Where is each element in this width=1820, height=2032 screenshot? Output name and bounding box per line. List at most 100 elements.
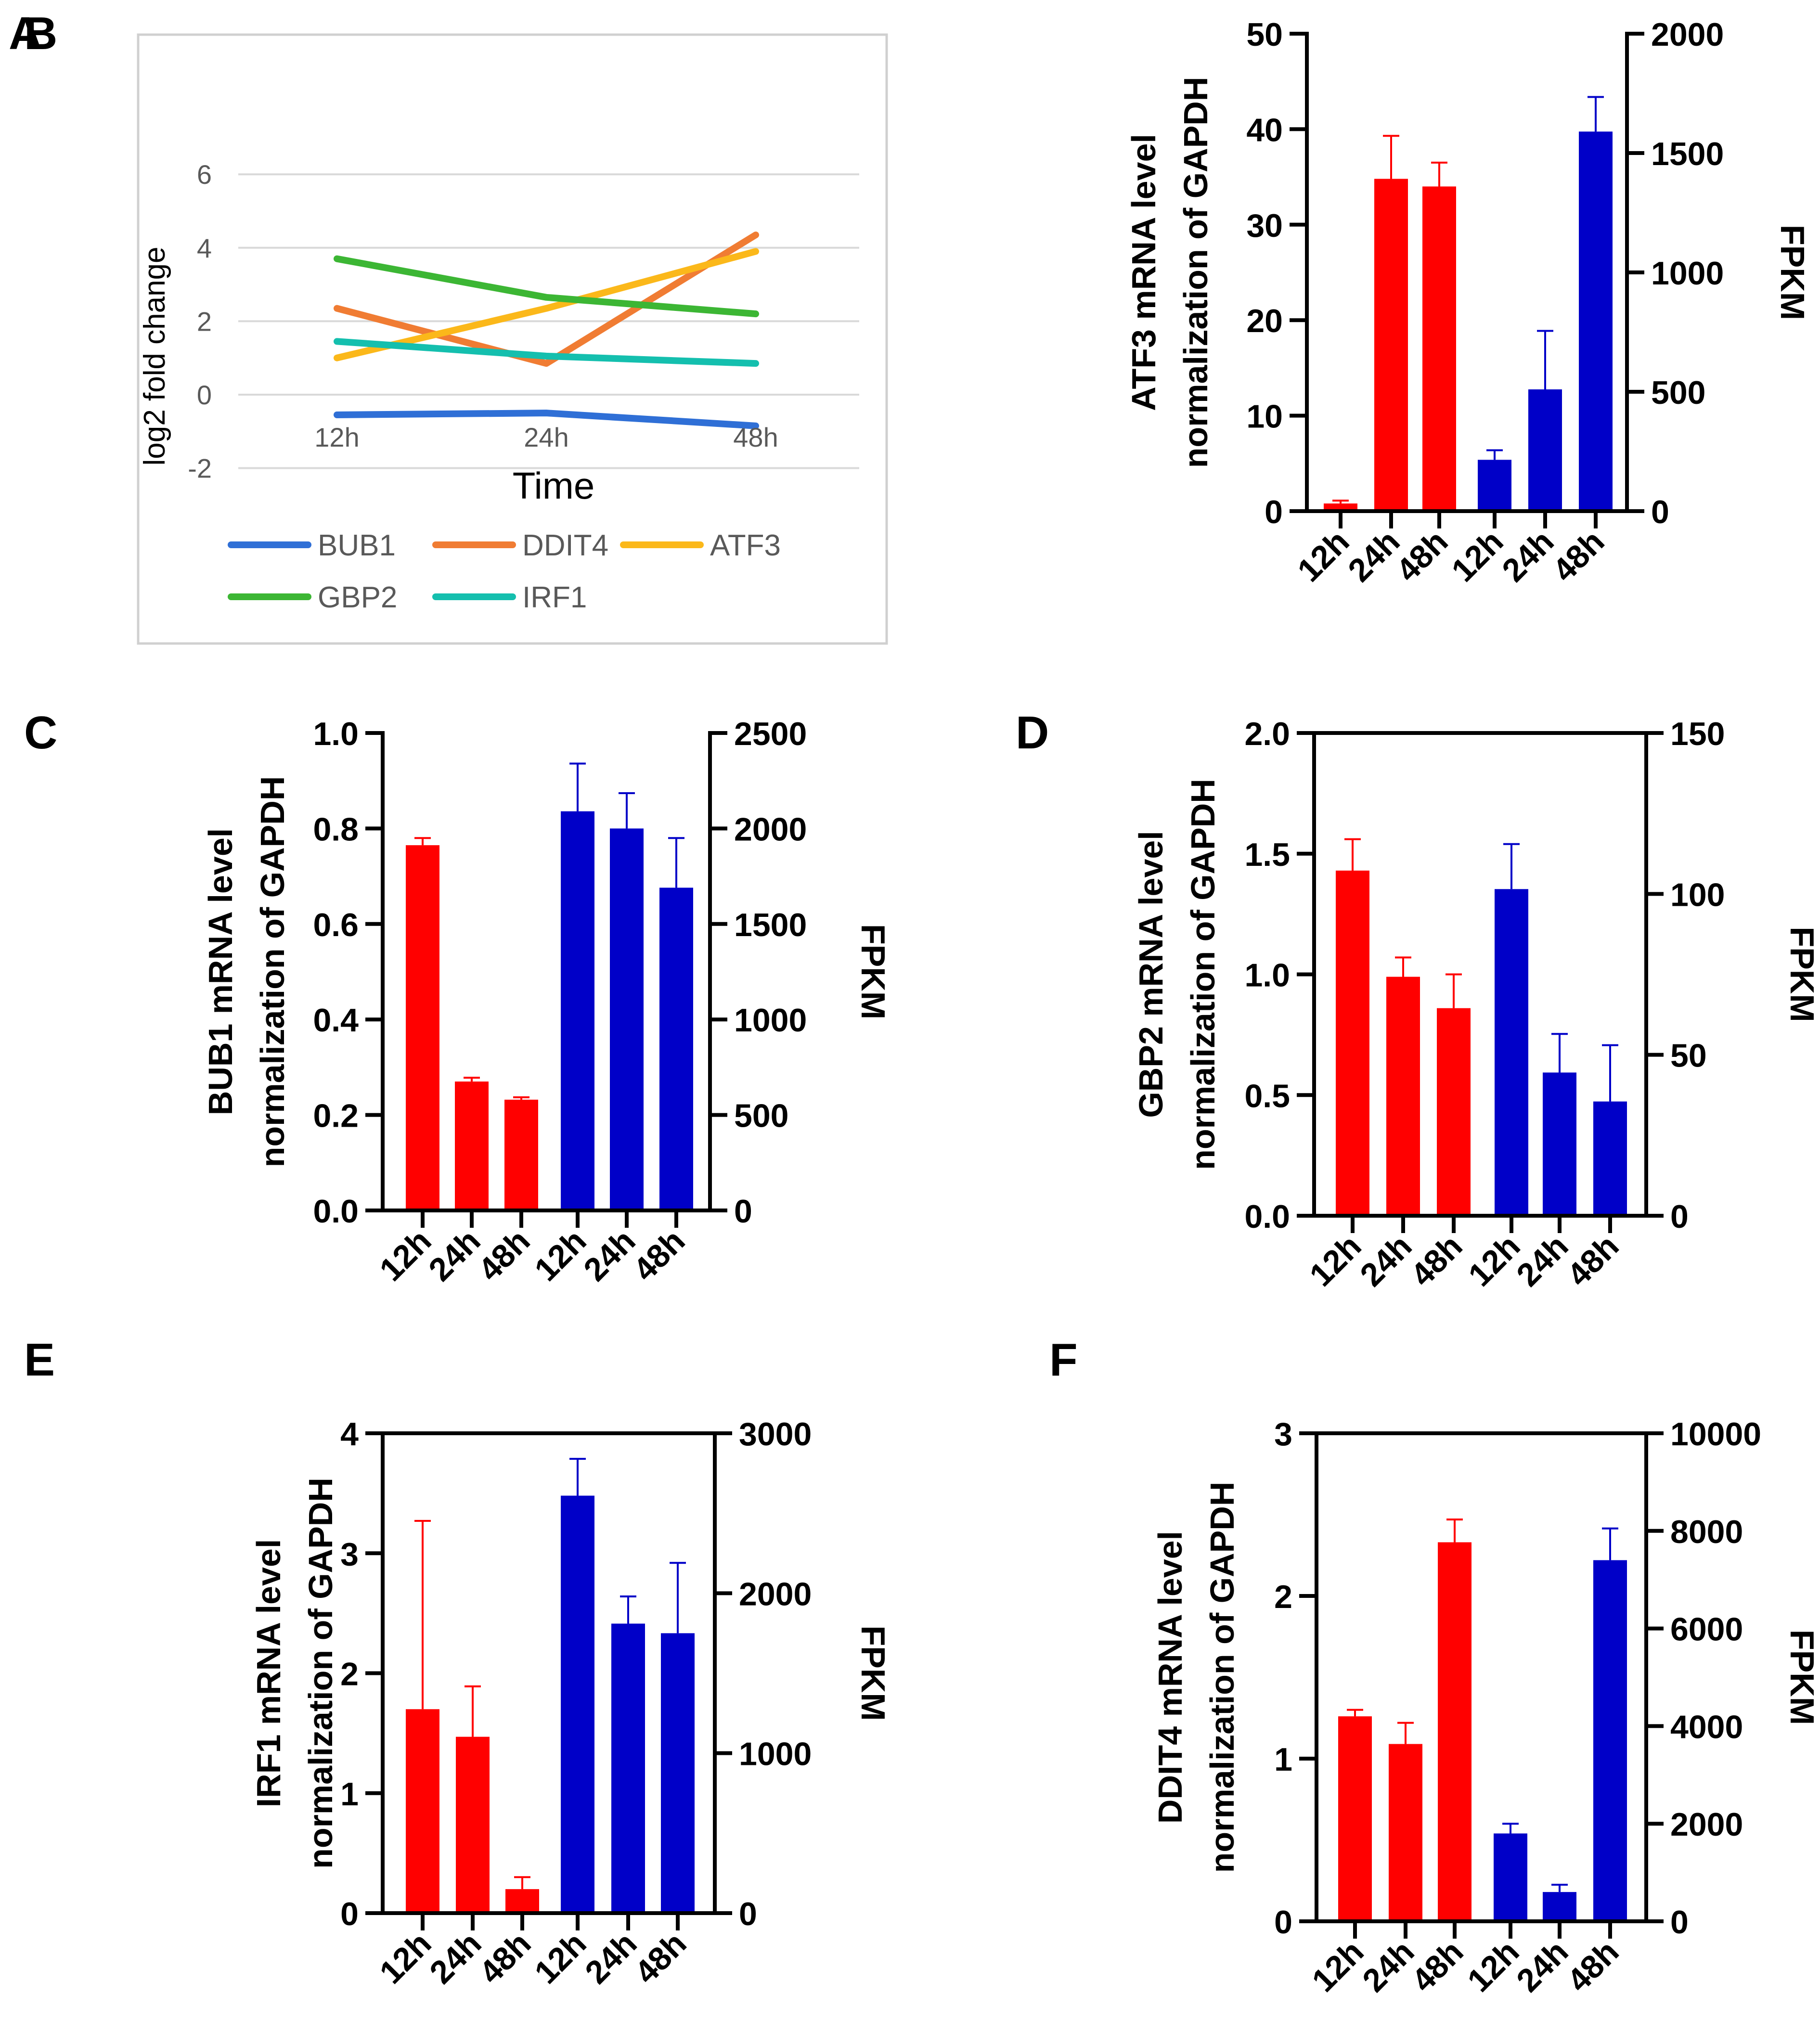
y-tick-label-right: 2000 — [1670, 1806, 1743, 1843]
legend-label-irf1: IRF1 — [522, 581, 587, 614]
y-axis-title-line2: normalization of GAPDH — [1177, 77, 1214, 468]
x-tick-label: 48h — [1389, 523, 1455, 589]
y-tick-label-right: 0 — [1651, 494, 1669, 530]
x-tick-label: 24h — [423, 1925, 489, 1991]
right-axis-title: FPKM — [1783, 926, 1820, 1022]
y-tick-label-right: 1000 — [739, 1736, 812, 1773]
legend-label-gbp2: GBP2 — [318, 581, 397, 614]
y-tick-label-left: 4 — [340, 1416, 359, 1453]
right-axis-title: FPKM — [854, 1625, 892, 1721]
panel-label-a: A — [9, 8, 42, 59]
y-tick-label-left: 40 — [1246, 112, 1283, 148]
y-axis-title-line1: IRF1 mRNA level — [250, 1539, 287, 1808]
bar — [1494, 1833, 1527, 1921]
y-tick-label-left: 0.0 — [313, 1193, 359, 1230]
right-axis-title: FPKM — [854, 924, 892, 1019]
y-tick-label-right: 2500 — [734, 716, 807, 752]
y-axis-title-line1: ATF3 mRNA level — [1125, 134, 1162, 411]
bar — [1593, 1101, 1627, 1216]
y-axis-title-line1: BUB1 mRNA level — [202, 828, 239, 1115]
legend-label-atf3: ATF3 — [710, 529, 781, 562]
y-tick-label-a: 6 — [197, 159, 212, 190]
bar — [406, 1709, 439, 1913]
panel-label-c: C — [24, 707, 57, 759]
panel-a: A 6 4 2 0 -2 12h 24h 48h Time log2 fold change BUB1… — [9, 8, 888, 645]
bar — [1593, 1560, 1627, 1921]
y-tick-label-left: 0 — [1265, 494, 1283, 530]
x-tick-label: 12h — [1291, 523, 1356, 589]
x-tick-label: 48h — [1405, 1933, 1471, 1999]
y-tick-label-right: 0 — [1670, 1198, 1689, 1235]
y-tick-label-left: 0.2 — [313, 1098, 359, 1134]
bar — [1528, 389, 1562, 511]
y-tick-label-right: 2000 — [734, 811, 807, 848]
y-axis-title-line1: DDIT4 mRNA level — [1151, 1531, 1189, 1824]
bar — [1437, 1008, 1471, 1216]
y-tick-label-left: 0.8 — [313, 811, 359, 848]
bar — [1495, 889, 1528, 1216]
y-tick-label-right: 500 — [734, 1098, 788, 1134]
y-tick-label-right: 3000 — [739, 1416, 812, 1453]
bar — [1374, 179, 1408, 511]
bar — [1478, 460, 1511, 511]
y-tick-label-left: 2 — [1274, 1579, 1292, 1615]
y-tick-label-right: 8000 — [1670, 1514, 1743, 1550]
x-tick-label: 12h — [373, 1925, 439, 1991]
y-tick-label-left: 1.0 — [1244, 957, 1290, 994]
series-line-irf1 — [334, 338, 759, 367]
bar — [406, 845, 439, 1210]
x-tick-label: 24h — [1495, 523, 1561, 589]
y-tick-label-left: 3 — [340, 1536, 359, 1572]
bar — [611, 1623, 645, 1913]
y-tick-label-right: 6000 — [1670, 1611, 1743, 1648]
bar — [1336, 870, 1369, 1216]
bar — [659, 887, 693, 1210]
x-tick-label: 48h — [1404, 1228, 1470, 1294]
y-tick-label-right: 100 — [1670, 876, 1725, 913]
y-tick-label-left: 3 — [1274, 1416, 1292, 1453]
y-tick-label-right: 500 — [1651, 374, 1705, 411]
panel-d: D0.00.51.01.52.005010015012h24h48h12h24h… — [1016, 707, 1820, 1293]
y-tick-label-right: 150 — [1670, 716, 1725, 752]
y-tick-label-right: 10000 — [1670, 1416, 1761, 1453]
x-tick-label-a: 12h — [314, 422, 359, 452]
y-tick-label-left: 2 — [340, 1656, 359, 1693]
x-tick-label: 12h — [1305, 1933, 1371, 1999]
legend-label-bub1: BUB1 — [318, 529, 396, 562]
y-tick-label-left: 20 — [1246, 303, 1283, 339]
y-tick-label-left: 1.5 — [1244, 836, 1290, 873]
x-tick-label-a: 48h — [733, 422, 778, 452]
x-tick-label-a: 24h — [524, 422, 568, 452]
y-axis-title-line2: normalization of GAPDH — [1203, 1482, 1241, 1873]
y-axis-title-line2: normalization of GAPDH — [302, 1478, 339, 1869]
y-tick-label-right: 2000 — [739, 1576, 812, 1612]
panel-label-d: D — [1016, 707, 1049, 759]
y-tick-label-left: 50 — [1246, 16, 1283, 53]
x-tick-label: 12h — [1445, 523, 1510, 589]
y-tick-label-right: 1500 — [1651, 136, 1724, 172]
y-tick-label-a: 4 — [197, 233, 212, 263]
bar — [1338, 1716, 1372, 1921]
y-tick-label-left: 1 — [340, 1776, 359, 1813]
y-tick-label-a: 0 — [197, 380, 212, 410]
y-tick-label-left: 0.0 — [1244, 1198, 1290, 1235]
y-axis-title-line2: normalization of GAPDH — [254, 776, 291, 1168]
y-tick-label-right: 1500 — [734, 907, 807, 943]
y-tick-label-right: 0 — [734, 1193, 752, 1230]
y-tick-label-right: 50 — [1670, 1038, 1707, 1074]
y-tick-label-left: 10 — [1246, 399, 1283, 435]
y-tick-label-left: 1.0 — [313, 716, 359, 752]
x-tick-label: 48h — [1560, 1933, 1626, 1999]
series-line-gbp2 — [334, 255, 759, 318]
y-tick-label-left: 0 — [340, 1896, 359, 1932]
right-axis-title: FPKM — [1774, 225, 1811, 320]
x-tick-label: 24h — [577, 1222, 643, 1288]
y-tick-label-right: 0 — [739, 1896, 757, 1932]
panel-label-e: E — [24, 1334, 55, 1386]
y-tick-label-left: 0 — [1274, 1904, 1292, 1941]
right-axis-title: FPKM — [1783, 1630, 1820, 1725]
y-axis-title-line1: GBP2 mRNA level — [1132, 831, 1170, 1118]
x-tick-label: 48h — [471, 1222, 537, 1288]
y-tick-label-a: -2 — [188, 453, 212, 484]
